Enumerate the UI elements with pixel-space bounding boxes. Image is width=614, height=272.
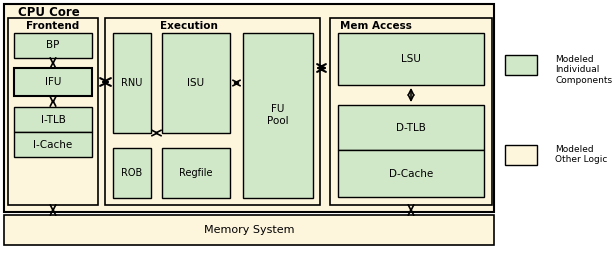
Bar xyxy=(338,105,484,150)
Text: ROB: ROB xyxy=(122,168,142,178)
Text: I-TLB: I-TLB xyxy=(41,115,66,125)
Bar xyxy=(338,150,484,197)
Text: Mem Access: Mem Access xyxy=(340,21,412,31)
Bar xyxy=(505,55,537,75)
Bar xyxy=(338,33,484,85)
Text: Memory System: Memory System xyxy=(204,225,294,235)
Text: Modeled
Individual
Components: Modeled Individual Components xyxy=(555,55,612,85)
Text: BP: BP xyxy=(46,40,60,50)
Bar xyxy=(4,4,494,212)
Bar xyxy=(162,33,230,133)
Text: Regfile: Regfile xyxy=(179,168,212,178)
Bar xyxy=(105,18,320,205)
Text: D-Cache: D-Cache xyxy=(389,169,433,179)
Bar xyxy=(113,33,151,133)
Bar xyxy=(8,18,98,205)
Text: CPU Core: CPU Core xyxy=(18,7,80,20)
Text: Frontend: Frontend xyxy=(26,21,80,31)
Text: FU
Pool: FU Pool xyxy=(267,104,289,126)
Text: I-Cache: I-Cache xyxy=(33,140,72,150)
Text: D-TLB: D-TLB xyxy=(396,123,426,133)
Bar xyxy=(162,148,230,198)
Bar xyxy=(505,145,537,165)
Text: IFU: IFU xyxy=(45,77,61,87)
Text: Modeled
Other Logic: Modeled Other Logic xyxy=(555,145,607,164)
Bar xyxy=(4,215,494,245)
Bar xyxy=(14,33,92,58)
Bar xyxy=(330,18,492,205)
Text: RNU: RNU xyxy=(122,78,142,88)
Text: ISU: ISU xyxy=(187,78,204,88)
Bar xyxy=(243,33,313,198)
Text: LSU: LSU xyxy=(401,54,421,64)
Bar xyxy=(14,132,92,157)
Bar xyxy=(14,68,92,96)
Bar xyxy=(113,148,151,198)
Text: Execution: Execution xyxy=(160,21,218,31)
Bar xyxy=(14,107,92,132)
